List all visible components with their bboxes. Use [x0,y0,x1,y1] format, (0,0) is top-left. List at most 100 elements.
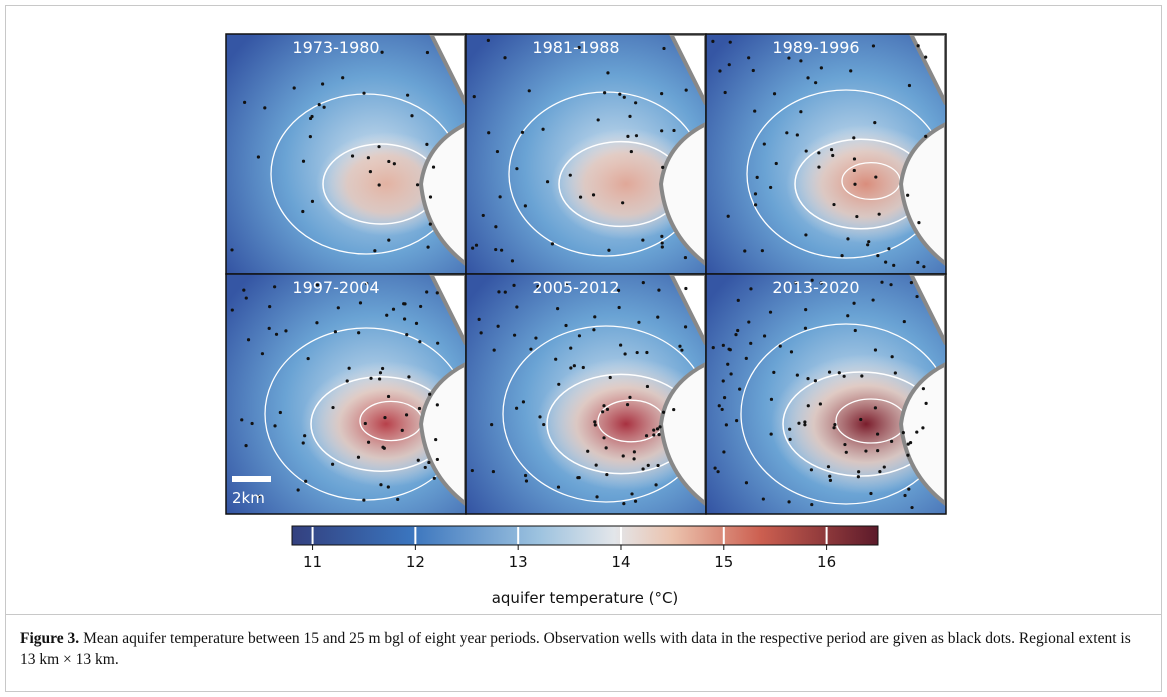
coast [898,361,946,507]
caption: Figure 3. Mean aquifer temperature betwee… [20,628,1140,670]
well-dot [814,81,818,85]
well-dot [772,92,777,96]
well-dot [486,38,490,42]
well-dot [503,56,507,60]
well-dot [556,485,561,489]
well-dot [853,182,857,186]
well-dot [646,463,650,467]
well-dot [828,478,833,483]
well-dot [534,336,538,340]
colorbar-tick-label: 13 [509,553,528,571]
well-dot [331,462,335,466]
well-dot [244,444,248,448]
well-dot [425,50,430,55]
well-dot [864,449,868,453]
well-dot [603,91,607,95]
well-dot [604,446,608,450]
well-dot [660,234,664,238]
well-dot [617,305,621,310]
panel-title: 1981-1988 [532,38,619,57]
well-dot [635,350,639,355]
well-dot [381,445,385,449]
caption-text: Mean aquifer temperature between 15 and … [20,630,1131,668]
well-dot [641,467,645,471]
scale-bar [232,476,271,482]
well-dot [608,375,612,380]
well-dot [833,423,837,427]
well-dot [753,203,758,207]
well-dot [657,288,661,292]
well-dot [606,71,610,75]
well-dot [832,426,836,430]
map-panel [706,274,946,514]
panel-border [705,273,947,515]
well-dot [432,476,436,480]
well-dot [803,423,807,427]
well-dot [804,149,808,153]
well-dot [722,396,727,400]
well-dot [744,356,748,361]
well-dot [350,154,355,158]
well-dot [301,209,305,214]
well-dot [768,310,773,314]
well-dot [723,90,727,95]
well-dot [672,128,676,133]
well-dot [873,348,878,352]
well-dot [769,432,773,436]
map-panel [706,34,946,274]
well-dot [396,497,400,501]
well-dot [557,382,561,386]
well-dot [400,428,404,433]
well-dot [721,379,725,383]
well-dot [618,92,622,96]
well-dot [727,63,731,67]
well-dot [315,283,320,287]
well-dot [799,110,803,114]
well-dot [818,402,822,406]
well-dot [755,175,759,179]
well-dot [634,101,638,105]
well-dot [819,66,823,70]
well-dot [333,330,338,334]
well-dot [871,44,876,48]
well-dot [917,221,921,225]
well-dot [569,346,573,350]
well-dot [906,453,910,457]
well-dot [661,165,665,170]
well-dot [425,142,429,146]
well-dot [578,195,583,199]
well-dot [380,366,385,371]
well-dot [605,472,609,477]
well-dot [657,433,661,437]
well-dot [832,202,836,207]
well-dot [747,56,751,60]
well-dot [495,149,500,154]
well-dot [711,39,715,44]
well-dot [494,247,498,252]
well-dot [510,259,515,263]
well-dot [387,159,391,164]
well-dot [852,136,856,140]
well-dot [728,40,732,44]
well-dot [308,135,312,139]
colorbar-fill [291,525,879,546]
well-dot [901,431,905,435]
well-dot [907,487,911,491]
well-dot [778,344,782,348]
well-dot [554,357,558,361]
well-dot [866,243,870,247]
well-dot [515,406,519,410]
map-panel [466,274,706,514]
well-dot [852,168,856,173]
well-dot [268,305,272,309]
well-dot [564,283,569,287]
well-dot [622,502,626,506]
well-dot [512,283,516,287]
well-dot [576,476,580,480]
well-dot [810,278,814,282]
well-dot [892,263,896,267]
well-dot [494,225,498,229]
well-dot [630,492,634,496]
well-dot [628,114,632,118]
